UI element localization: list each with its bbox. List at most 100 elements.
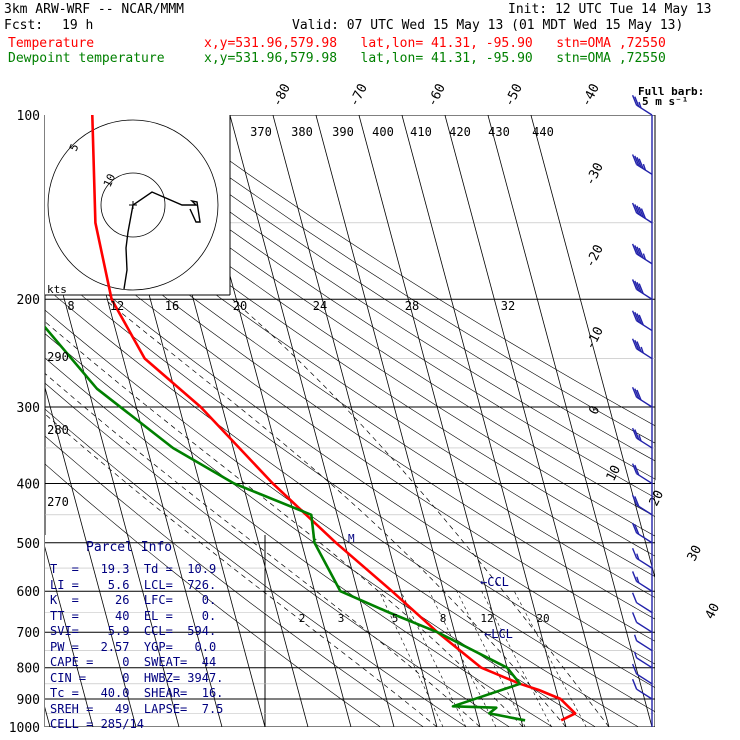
- isotherm-line: [530, 115, 655, 580]
- maximum-annotation: M: [348, 532, 355, 545]
- pressure-tick-label: 600: [17, 585, 40, 600]
- dry-adiabat-line: [45, 222, 655, 642]
- parcel-info-row: T = 19.3 Td = 10.9: [50, 562, 217, 576]
- isotherm-line: [401, 115, 567, 727]
- barb-staff: [636, 212, 653, 224]
- barb-flag: [631, 338, 638, 349]
- theta-label: 380: [291, 125, 313, 139]
- isotherm-label: -10: [583, 325, 607, 353]
- mixing-ratio-line: [456, 591, 526, 727]
- barb-flag: [631, 612, 638, 623]
- barb-flag: [634, 155, 640, 167]
- wind-barb: [631, 279, 653, 300]
- dry-adiabat-line: [45, 264, 655, 688]
- pressure-tick-label: 700: [17, 626, 40, 641]
- init-time: Init: 12 UTC Tue 14 May 13: [508, 2, 712, 17]
- parcel-info-row: PW = 2.57 YGP= 0.0: [50, 639, 217, 654]
- speed-axis-label: 8: [67, 299, 74, 313]
- isotherm-line: [229, 115, 395, 727]
- dry-adiabat-line: [53, 115, 655, 518]
- parcel-info-title: Parcel Info: [86, 540, 173, 555]
- barb-staff: [636, 532, 653, 544]
- wind-barb: [631, 427, 653, 449]
- hodograph-unit-label: kts: [47, 283, 67, 296]
- theta-label: 400: [372, 125, 394, 139]
- parcel-info-row: CAPE = 0 SWEAT= 44: [50, 655, 217, 669]
- barb-staff: [636, 688, 653, 700]
- valid-time: Valid: 07 UTC Wed 15 May 13 (01 MDT Wed …: [292, 18, 684, 33]
- barb-staff: [636, 602, 653, 614]
- mixing-ratio-line: [481, 591, 552, 727]
- barb-flag: [631, 154, 638, 165]
- speed-axis-label: 16: [165, 299, 179, 313]
- isotherm-label: -40: [579, 82, 603, 110]
- forecast-label: Fcst:: [4, 18, 44, 33]
- side-theta-label: 270: [47, 495, 69, 509]
- barb-staff: [636, 580, 653, 592]
- wind-barb: [631, 310, 653, 332]
- hodograph: 10 5 kts: [45, 115, 231, 296]
- isotherm-label: -30: [583, 161, 607, 189]
- barb-flag: [636, 341, 642, 352]
- wind-barb: [631, 386, 653, 408]
- speed-axis-label: 12: [110, 299, 124, 313]
- hodograph-ring-label: 10: [101, 172, 118, 190]
- barb-flag: [634, 280, 640, 292]
- hodograph-ring: [100, 172, 166, 238]
- hodograph-ring: [47, 119, 219, 291]
- temperature-location-info: x,y=531.96,579.98 lat,lon= 41.31, -95.90…: [204, 36, 666, 51]
- isotherm-label: 40: [703, 601, 723, 622]
- barb-flag: [636, 157, 642, 168]
- mixing-ratio-label: 5: [392, 612, 399, 625]
- wind-barb: [631, 522, 653, 544]
- hodograph-ring-label: 5: [67, 142, 82, 153]
- barb-staff: [636, 473, 653, 485]
- isotherm-line: [45, 546, 94, 727]
- parcel-info-row: LI = 5.6 LCL= 726.: [50, 577, 217, 592]
- isotherm-line: [487, 115, 653, 727]
- parcel-info-box: [45, 535, 265, 727]
- barb-staff: [636, 163, 653, 175]
- wind-barb: [631, 202, 653, 224]
- mixing-ratio-line: [400, 591, 467, 727]
- barb-flag: [634, 96, 640, 107]
- barb-staff: [636, 621, 653, 633]
- dry-adiabat-line: [45, 333, 596, 727]
- barb-half-flag: [633, 651, 638, 659]
- parcel-info-row: TT = 40 EL = 0.: [50, 608, 217, 623]
- dry-adiabat-line: [45, 463, 381, 727]
- barb-flag: [631, 522, 638, 534]
- barb-staff: [636, 640, 653, 652]
- barb-flag: [640, 208, 647, 219]
- hodograph-background: [45, 115, 230, 295]
- parcel-info-row: SVI= 5.9 CCL= 594.: [50, 624, 217, 638]
- barb-flag: [634, 204, 640, 215]
- profile-line-temperature: [91, 115, 577, 722]
- dewpoint-location-info: x,y=531.96,579.98 lat,lon= 41.31, -95.90…: [204, 51, 666, 66]
- pressure-tick-label: 800: [17, 662, 40, 677]
- dry-adiabat-line: [45, 309, 639, 727]
- barb-flag: [631, 592, 638, 603]
- barb-staff: [636, 348, 653, 360]
- dry-adiabat-line: [45, 162, 655, 577]
- barb-flag: [636, 389, 642, 401]
- isotherm-label: 0: [586, 404, 603, 418]
- barb-flag: [638, 283, 644, 294]
- barb-flag: [634, 496, 640, 507]
- barb-flag: [631, 663, 638, 675]
- barb-flag: [631, 463, 638, 474]
- barb-staff: [636, 320, 653, 332]
- barb-flag: [631, 427, 638, 439]
- theta-label: 370: [250, 125, 272, 139]
- profile-line-dewpoint-temperature: [45, 325, 526, 722]
- barb-flag: [634, 464, 640, 476]
- barb-flag: [634, 524, 640, 535]
- barb-flag: [636, 246, 642, 257]
- barb-staff: [636, 504, 653, 516]
- parcel-info-row: SREH = 49 LAPSE= 7.5: [50, 701, 224, 716]
- dry-adiabat-line: [165, 115, 655, 427]
- barb-half-flag: [638, 434, 642, 442]
- mixing-ratio-label: 20: [536, 612, 549, 625]
- barb-staff: [636, 673, 653, 685]
